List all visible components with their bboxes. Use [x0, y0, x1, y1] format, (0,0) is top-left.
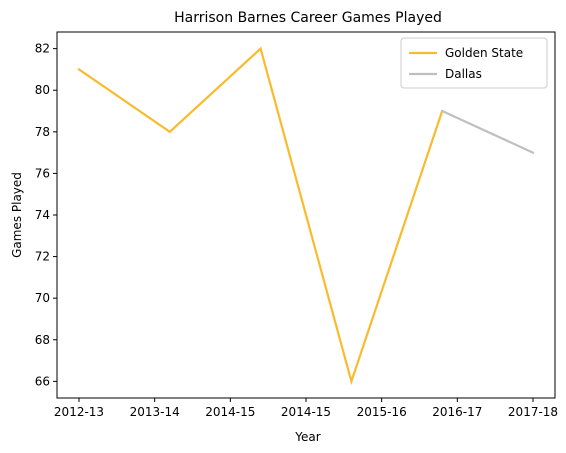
- x-axis: 2012-13 2013-14 2014-15 2014-15 2015-16 2016-…: [54, 398, 558, 419]
- x-tick-label: 2014-15: [281, 405, 331, 419]
- y-tick-label: 66: [35, 374, 50, 388]
- y-tick-label: 78: [35, 125, 50, 139]
- y-tick-label: 74: [35, 208, 50, 222]
- y-tick-label: 82: [35, 42, 50, 56]
- axes-frame: [56, 31, 556, 399]
- x-tick-label: 2014-15: [205, 405, 255, 419]
- y-tick-label: 80: [35, 83, 50, 97]
- chart-title: Harrison Barnes Career Games Played: [174, 10, 442, 26]
- legend-label: Golden State: [445, 46, 523, 60]
- x-tick-label: 2016-17: [432, 405, 482, 419]
- legend-label: Dallas: [445, 67, 482, 81]
- legend: Golden State Dallas: [400, 37, 548, 89]
- x-tick-label: 2012-13: [54, 405, 104, 419]
- x-tick-label: 2013-14: [130, 405, 180, 419]
- legend-box: [400, 37, 548, 89]
- x-axis-label: Year: [294, 430, 320, 444]
- y-tick-label: 72: [35, 250, 50, 264]
- series-line-dallas: [440, 109, 535, 155]
- series-lines: [77, 46, 535, 386]
- x-tick-label: 2015-16: [357, 405, 407, 419]
- y-axis: 66 68 70 72 74 76 78 80 82: [35, 42, 57, 388]
- x-tick-label: 2017-18: [508, 405, 558, 419]
- series-line-golden-state: [77, 46, 444, 386]
- y-tick-label: 68: [35, 333, 50, 347]
- y-tick-label: 70: [35, 291, 50, 305]
- y-axis-label: Games Played: [10, 172, 24, 258]
- y-tick-label: 76: [35, 166, 50, 180]
